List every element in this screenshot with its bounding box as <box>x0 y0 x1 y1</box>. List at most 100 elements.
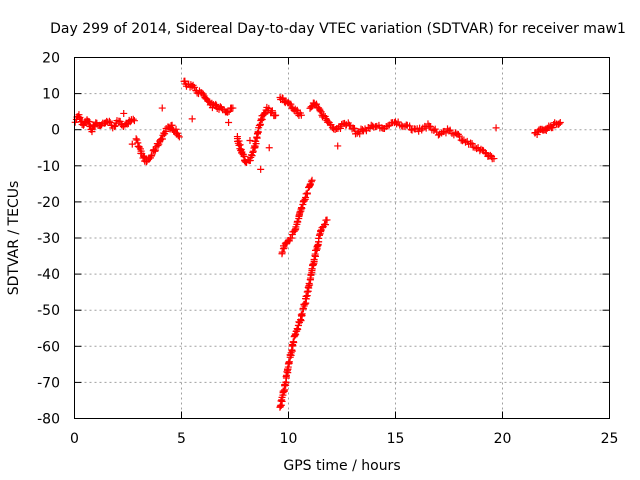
data-point <box>249 147 257 155</box>
data-point <box>188 115 196 123</box>
data-point <box>257 165 265 173</box>
data-point <box>285 358 293 366</box>
y-axis-label: SDTVAR / TECUs <box>6 181 22 296</box>
data-point <box>350 124 358 132</box>
data-point <box>148 151 156 159</box>
data-point <box>272 111 280 119</box>
data-point <box>306 281 314 289</box>
y-tick-label: -80 <box>37 412 60 428</box>
data-point <box>294 325 302 333</box>
data-point <box>458 137 466 145</box>
data-point <box>303 288 311 296</box>
y-tick-label: 0 <box>51 123 60 139</box>
data-point <box>132 135 140 143</box>
x-tick-labels: 0 5 10 15 20 25 <box>70 431 618 447</box>
data-point <box>248 152 256 160</box>
data-point <box>406 122 414 130</box>
y-tick-label: 10 <box>42 87 60 103</box>
data-point <box>154 141 162 149</box>
data-point <box>265 104 273 112</box>
y-tick-labels: -80 -70 -60 -50 -40 -30 -20 -10 0 10 20 <box>37 51 60 428</box>
data-point <box>298 310 306 318</box>
x-tick-label: 15 <box>387 431 405 447</box>
data-point <box>246 137 254 145</box>
data-point <box>287 100 295 108</box>
data-point <box>492 124 500 132</box>
data-points <box>71 77 564 411</box>
data-point <box>490 155 498 163</box>
y-tick-label: -70 <box>37 375 60 391</box>
data-point <box>229 104 237 112</box>
data-point <box>303 189 311 197</box>
data-point <box>468 140 476 148</box>
y-tick-label: 20 <box>42 51 60 67</box>
data-point <box>174 132 182 140</box>
data-point <box>317 108 325 116</box>
data-point <box>312 100 320 108</box>
data-point <box>310 256 318 264</box>
data-point <box>116 117 124 125</box>
data-point <box>426 122 434 130</box>
data-point <box>130 117 138 125</box>
data-point <box>556 118 564 126</box>
data-point <box>76 113 84 121</box>
grid-lines <box>74 57 610 419</box>
data-point <box>120 109 128 117</box>
data-point <box>384 122 392 130</box>
y-tick-label: -20 <box>37 195 60 211</box>
data-point <box>225 118 233 126</box>
data-point <box>278 248 286 256</box>
data-point <box>129 115 137 123</box>
data-point <box>280 98 288 106</box>
chart-title: Day 299 of 2014, Sidereal Day-to-day VTE… <box>50 21 626 37</box>
data-point <box>334 142 342 150</box>
data-point <box>307 270 315 278</box>
data-point <box>297 311 305 319</box>
data-point <box>280 244 288 252</box>
data-point <box>212 100 220 108</box>
data-point <box>298 204 306 212</box>
data-point <box>290 338 298 346</box>
x-tick-label: 25 <box>601 431 619 447</box>
data-point <box>315 234 323 242</box>
data-point <box>356 130 364 138</box>
x-tick-label: 20 <box>494 431 512 447</box>
data-point <box>302 295 310 303</box>
data-point <box>140 152 148 160</box>
data-point <box>308 176 316 184</box>
data-point <box>291 226 299 234</box>
data-point <box>415 127 423 135</box>
x-tick-label: 10 <box>280 431 298 447</box>
y-tick-label: -40 <box>37 267 60 283</box>
data-point <box>456 132 464 140</box>
axis-ticks <box>74 57 610 419</box>
data-point <box>128 140 136 148</box>
data-point <box>300 197 308 205</box>
data-point <box>268 107 276 115</box>
y-tick-label: -30 <box>37 231 60 247</box>
data-point <box>252 137 260 145</box>
data-point <box>555 120 563 128</box>
data-point <box>224 108 232 116</box>
data-point <box>307 103 315 111</box>
x-tick-label: 0 <box>70 431 79 447</box>
data-point <box>152 146 160 154</box>
data-point <box>175 133 183 141</box>
data-point <box>158 104 166 112</box>
data-point <box>254 129 262 137</box>
data-point <box>151 147 159 155</box>
data-point <box>327 121 335 129</box>
data-point <box>481 149 489 157</box>
data-point <box>105 117 113 125</box>
data-point <box>336 124 344 132</box>
data-point <box>307 178 315 186</box>
data-point <box>549 124 557 132</box>
data-point <box>297 111 305 119</box>
data-point <box>345 121 353 129</box>
y-tick-label: -10 <box>37 159 60 175</box>
y-tick-label: -50 <box>37 303 60 319</box>
data-point <box>323 216 331 224</box>
data-point <box>155 140 163 148</box>
y-tick-label: -60 <box>37 339 60 355</box>
data-point <box>316 106 324 114</box>
